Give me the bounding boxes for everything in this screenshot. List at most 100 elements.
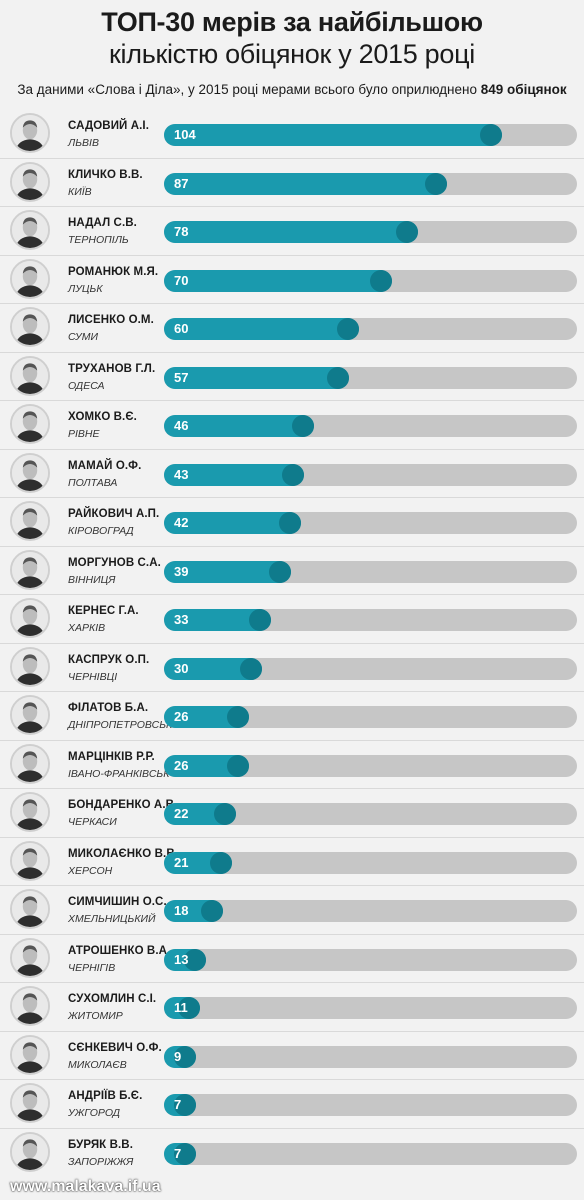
mayor-name: БОНДАРЕНКО А.В.: [68, 799, 178, 811]
bar: [164, 366, 350, 389]
bar-end-knob: [213, 803, 236, 825]
mayor-city: ЧЕРНІВЦІ: [68, 670, 118, 683]
bar-track: 33: [164, 609, 577, 631]
subtitle-text: За даними «Слова і Діла», у 2015 році ме…: [17, 82, 477, 97]
mayor-portrait-icon: [10, 210, 50, 250]
mayor-name: ФІЛАТОВ Б.А.: [68, 702, 149, 714]
chart-title-line2: кількістю обіцянок у 2015 році: [109, 39, 475, 69]
mayor-city: УЖГОРОД: [68, 1107, 121, 1119]
data-label: 42: [174, 515, 189, 530]
mayor-name: ХОМКО В.Є.: [68, 411, 137, 423]
bar-row: ТРУХАНОВ Г.Л. ОДЕСА 57: [0, 353, 584, 401]
mayor-portrait-icon: [10, 598, 50, 638]
bar: [164, 512, 301, 534]
bar-row: МАМАЙ О.Ф. ПОЛТАВА 43: [0, 450, 584, 498]
mayor-city: ХЕРСОН: [68, 864, 113, 877]
bar-track: 87: [164, 172, 577, 195]
bar-end-knob: [480, 124, 503, 146]
bar-end-knob: [174, 1094, 196, 1116]
bar-end-knob: [369, 269, 392, 292]
mayor-portrait-icon: [10, 113, 50, 153]
bar-track: 26: [164, 754, 577, 777]
bar-end-knob: [337, 318, 360, 340]
data-label: 33: [174, 612, 189, 627]
data-label: 18: [174, 903, 189, 918]
bar-row: СИМЧИШИН О.С. ХМЕЛЬНИЦЬКИЙ 18: [0, 886, 584, 935]
bar-track: 26: [164, 706, 577, 728]
bar-track: 57: [164, 366, 577, 389]
mayor-portrait-icon: [10, 1131, 50, 1172]
bar-track: 22: [164, 803, 577, 825]
bar-end-knob: [327, 366, 350, 389]
bar-end-knob: [424, 172, 447, 195]
bar-chart: САДОВИЙ А.І. ЛЬВІВ 104 КЛИЧКО В.В. КИЇВ 87 НАД…: [0, 110, 584, 1177]
bar-row: РАЙКОВИЧ А.П. КІРОВОГРАД 42: [0, 498, 584, 547]
mayor-city: ЖИТОМИР: [68, 1010, 123, 1022]
bar-track: 60: [164, 318, 577, 340]
mayor-name: АТРОШЕНКО В.А.: [68, 944, 171, 957]
data-label: 70: [174, 272, 189, 288]
bar-end-knob: [278, 512, 301, 534]
mayor-name: РОМАНЮК М.Я.: [68, 265, 159, 278]
mayor-portrait-icon: [10, 743, 50, 784]
bar-end-knob: [184, 948, 207, 971]
mayor-portrait-icon: [10, 646, 50, 687]
chart-header: ТОП-30 мерів за найбільшою кількістю обі…: [0, 0, 584, 99]
mayor-name: МАРЦІНКІВ Р.Р.: [68, 750, 155, 763]
mayor-name: БУРЯК В.В.: [68, 1138, 133, 1151]
mayor-name: МОРГУНОВ С.А.: [68, 556, 161, 569]
subtitle-total: 849 обіцянок: [480, 82, 567, 97]
bar-end-knob: [177, 997, 200, 1019]
data-label: 13: [174, 951, 189, 967]
mayor-portrait-icon: [10, 1034, 50, 1075]
bar-row: НАДАЛ С.В. ТЕРНОПІЛЬ 78: [0, 207, 584, 256]
data-label: 60: [174, 321, 189, 336]
bar-end-knob: [291, 415, 314, 437]
data-label: 7: [174, 1097, 182, 1112]
bar: [164, 415, 314, 437]
mayor-name: КАСПРУК О.П.: [68, 653, 150, 666]
bar-row: КЛИЧКО В.В. КИЇВ 87: [0, 159, 584, 207]
bar-row: ФІЛАТОВ Б.А. ДНІПРОПЕТРОВСЬК 26: [0, 692, 584, 741]
data-label: 43: [174, 466, 189, 482]
mayor-portrait-icon: [10, 840, 50, 881]
mayor-name: РАЙКОВИЧ А.П.: [68, 508, 160, 520]
data-label: 87: [174, 175, 189, 191]
bar-row: БУРЯК В.В. ЗАПОРІЖЖЯ 7: [0, 1129, 584, 1178]
data-label: 104: [174, 127, 196, 142]
bar-track: 9: [164, 1045, 577, 1068]
bar: [164, 657, 262, 680]
bar-end-knob: [210, 851, 233, 874]
bar-row: МИКОЛАЄНКО В.В. ХЕРСОН 21: [0, 838, 584, 886]
bar-row: АТРОШЕНКО В.А. ЧЕРНІГІВ 13: [0, 935, 584, 983]
bar-row: СЄНКЕВИЧ О.Ф. МИКОЛАЄВ 9: [0, 1032, 584, 1080]
chart-subtitle: За даними «Слова і Діла», у 2015 році ме…: [0, 81, 584, 99]
bar-track: 7: [164, 1094, 577, 1116]
bar-row: БОНДАРЕНКО А.В. ЧЕРКАСИ 22: [0, 789, 584, 838]
bar-row: МАРЦІНКІВ Р.Р. ІВАНО-ФРАНКІВСЬК 26: [0, 741, 584, 789]
bar: [164, 463, 304, 486]
bar-row: ЛИСЕНКО О.М. СУМИ 60: [0, 304, 584, 353]
mayor-portrait-icon: [10, 307, 50, 347]
mayor-city: ХАРКІВ: [68, 622, 106, 634]
bar: [164, 124, 503, 146]
mayor-city: ЧЕРКАСИ: [68, 816, 117, 828]
bar-track: 18: [164, 900, 577, 922]
bar-track: 46: [164, 415, 577, 437]
mayor-city: ПОЛТАВА: [68, 476, 118, 489]
bar-end-knob: [174, 1142, 196, 1165]
data-label: 30: [174, 660, 189, 676]
mayor-portrait-icon: [10, 501, 50, 541]
mayor-city: РІВНЕ: [68, 428, 100, 440]
data-label: 46: [174, 418, 189, 433]
mayor-name: НАДАЛ С.В.: [68, 217, 137, 229]
mayor-city: КИЇВ: [68, 185, 92, 198]
bar-end-knob: [200, 900, 223, 922]
data-label: 26: [174, 757, 189, 773]
mayor-portrait-icon: [10, 1083, 50, 1123]
bar-track: 7: [164, 1142, 577, 1165]
bar-row: КАСПРУК О.П. ЧЕРНІВЦІ 30: [0, 644, 584, 692]
bar-end-knob: [268, 560, 291, 583]
bar-track: 70: [164, 269, 577, 292]
bar-row: РОМАНЮК М.Я. ЛУЦЬК 70: [0, 256, 584, 304]
